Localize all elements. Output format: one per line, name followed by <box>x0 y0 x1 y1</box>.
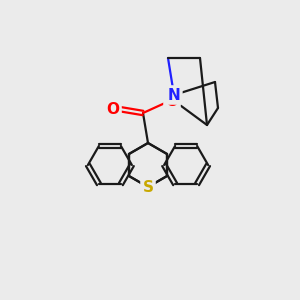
Text: O: O <box>166 94 178 109</box>
Text: N: N <box>168 88 180 103</box>
Text: S: S <box>142 179 154 194</box>
Text: O: O <box>106 101 119 116</box>
